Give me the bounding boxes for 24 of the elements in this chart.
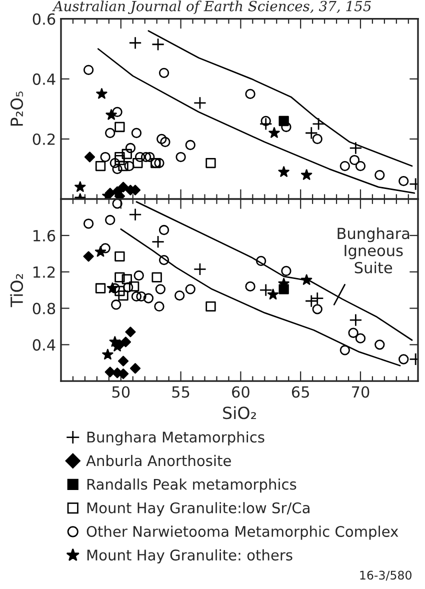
x-axis-title: SiO₂ (223, 406, 256, 420)
y-tick-label: 1.2 (34, 266, 55, 278)
legend-label: Other Narwietooma Metamorphic Complex (86, 526, 398, 540)
y-tick-label: 0.4 (32, 339, 56, 351)
y-tick-label: 0.2 (32, 133, 55, 146)
y-tick-label: 1.6 (34, 230, 56, 242)
y-axis-title: P₂O₅ (10, 92, 24, 126)
x-tick-label: 50 (112, 386, 130, 398)
x-tick-label: 70 (352, 386, 370, 398)
legend-label: Mount Hay Granulite:low Sr/Ca (87, 502, 310, 516)
annotation: Bunghara Igneous Suite (338, 227, 410, 274)
y-tick-label: 0.4 (32, 73, 56, 85)
x-tick-label: 65 (292, 386, 309, 398)
legend-label: Bunghara Metamorphics (87, 431, 264, 446)
legend-label: Mount Hay Granulite: others (87, 549, 292, 564)
text: 16-3/580 (360, 570, 412, 581)
x-tick-label: 60 (232, 386, 250, 398)
chart-title: Australian Journal of Earth Sciences, 37, 155 (52, 0, 371, 14)
legend-label: Anburla Anorthosite (86, 454, 231, 466)
y-tick-label: 0.6 (32, 13, 56, 25)
y-axis-title: TiO₂ (10, 274, 24, 308)
x-tick-label: 55 (172, 386, 190, 398)
y-tick-label: 0.8 (32, 302, 56, 314)
legend-label: Randalls Peak metamorphics (87, 478, 296, 493)
